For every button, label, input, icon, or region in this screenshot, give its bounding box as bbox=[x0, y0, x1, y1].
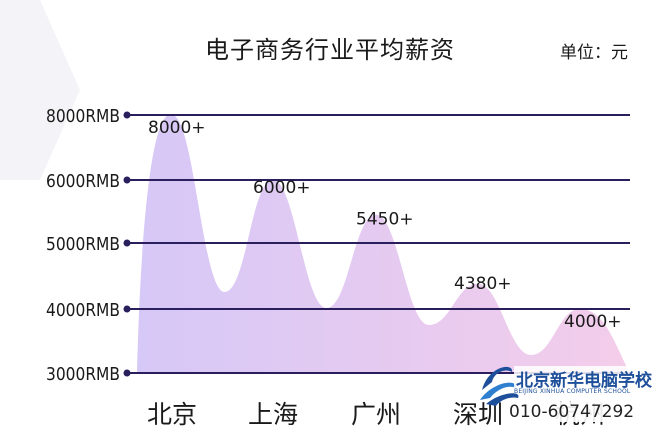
y-tick-label: 6000RMB bbox=[46, 171, 120, 192]
y-tick-label: 3000RMB bbox=[46, 364, 120, 385]
chart-title: 电子商务行业平均薪资 bbox=[205, 36, 455, 64]
value-label: 5450+ bbox=[356, 210, 414, 230]
tick-dot-4000 bbox=[123, 305, 131, 313]
logo-name: 北京新华电脑学校 bbox=[514, 366, 654, 391]
value-label: 4380+ bbox=[454, 274, 512, 294]
category-label: 上海 bbox=[248, 400, 298, 429]
y-tick-label: 5000RMB bbox=[46, 234, 120, 255]
logo-phone: 010-60747292 bbox=[506, 402, 638, 422]
y-tick-label: 8000RMB bbox=[46, 106, 120, 127]
logo-swoosh-icon bbox=[480, 366, 519, 406]
value-label: 8000+ bbox=[148, 118, 206, 138]
school-logo bbox=[480, 366, 519, 406]
unit-label: 单位：元 bbox=[560, 43, 628, 63]
value-label: 4000+ bbox=[564, 312, 622, 332]
category-label: 北京 bbox=[147, 400, 197, 429]
tick-dot-6000 bbox=[123, 176, 131, 184]
tick-dot-8000 bbox=[123, 111, 131, 119]
y-tick-label: 4000RMB bbox=[46, 300, 120, 321]
category-label: 广州 bbox=[351, 400, 401, 429]
logo-english: BEIJING XINHUA COMPUTER SCHOOL bbox=[514, 388, 631, 395]
background-chevron bbox=[0, 0, 80, 180]
tick-dot-5000 bbox=[123, 239, 131, 247]
value-label: 6000+ bbox=[253, 178, 311, 198]
tick-dot-3000 bbox=[123, 369, 131, 377]
